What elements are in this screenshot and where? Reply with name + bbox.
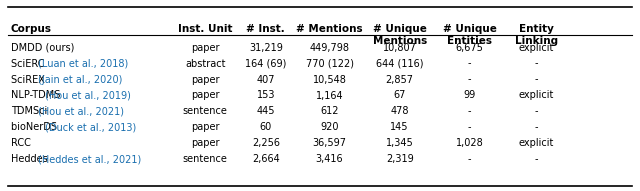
Text: 920: 920: [320, 122, 339, 133]
Text: # Inst.: # Inst.: [246, 24, 285, 34]
Text: -: -: [468, 74, 472, 84]
Text: 2,664: 2,664: [252, 155, 280, 164]
Text: Corpus: Corpus: [11, 24, 52, 34]
Text: 145: 145: [390, 122, 409, 133]
Text: paper: paper: [191, 122, 220, 133]
Text: Heddes: Heddes: [11, 155, 51, 164]
Text: 10,807: 10,807: [383, 43, 417, 53]
Text: 449,798: 449,798: [310, 43, 349, 53]
Text: (Hou et al., 2021): (Hou et al., 2021): [38, 107, 124, 117]
Text: 1,164: 1,164: [316, 91, 344, 100]
Text: 2,256: 2,256: [252, 138, 280, 148]
Text: TDMSci: TDMSci: [11, 107, 51, 117]
Text: 31,219: 31,219: [249, 43, 283, 53]
Text: 36,597: 36,597: [312, 138, 346, 148]
Text: 164 (69): 164 (69): [245, 58, 287, 69]
Text: 478: 478: [390, 107, 409, 117]
Text: paper: paper: [191, 91, 220, 100]
Text: -: -: [535, 58, 538, 69]
Text: (Duck et al., 2013): (Duck et al., 2013): [45, 122, 136, 133]
Text: # Unique
Mentions: # Unique Mentions: [372, 24, 427, 46]
Text: (Jain et al., 2020): (Jain et al., 2020): [38, 74, 122, 84]
Text: NLP-TDMS: NLP-TDMS: [11, 91, 63, 100]
Text: RCC: RCC: [11, 138, 31, 148]
Text: 2,857: 2,857: [386, 74, 413, 84]
Text: 10,548: 10,548: [312, 74, 346, 84]
Text: -: -: [468, 155, 472, 164]
Text: -: -: [468, 58, 472, 69]
Text: 644 (116): 644 (116): [376, 58, 424, 69]
Text: 153: 153: [257, 91, 275, 100]
Text: sentence: sentence: [183, 107, 228, 117]
Text: -: -: [468, 122, 472, 133]
Text: 99: 99: [463, 91, 476, 100]
Text: # Unique
Entities: # Unique Entities: [443, 24, 497, 46]
Text: sentence: sentence: [183, 155, 228, 164]
Text: (Heddes et al., 2021): (Heddes et al., 2021): [38, 155, 141, 164]
Text: Inst. Unit: Inst. Unit: [178, 24, 232, 34]
Text: DMDD (ours): DMDD (ours): [11, 43, 74, 53]
Text: 2,319: 2,319: [386, 155, 413, 164]
Text: paper: paper: [191, 74, 220, 84]
Text: (Luan et al., 2018): (Luan et al., 2018): [38, 58, 128, 69]
Text: 612: 612: [320, 107, 339, 117]
Text: # Mentions: # Mentions: [296, 24, 363, 34]
Text: -: -: [535, 74, 538, 84]
Text: (Hou et al., 2019): (Hou et al., 2019): [45, 91, 131, 100]
Text: SciERC: SciERC: [11, 58, 47, 69]
Text: -: -: [535, 107, 538, 117]
Text: 3,416: 3,416: [316, 155, 344, 164]
Text: 67: 67: [394, 91, 406, 100]
Text: abstract: abstract: [185, 58, 225, 69]
Text: 407: 407: [257, 74, 275, 84]
Text: 6,675: 6,675: [456, 43, 484, 53]
Text: 770 (122): 770 (122): [305, 58, 353, 69]
Text: -: -: [535, 122, 538, 133]
Text: 1,345: 1,345: [386, 138, 413, 148]
Text: 60: 60: [260, 122, 272, 133]
Text: paper: paper: [191, 138, 220, 148]
Text: Entity
Linking: Entity Linking: [515, 24, 558, 46]
Text: explicit: explicit: [519, 43, 554, 53]
Text: -: -: [468, 107, 472, 117]
Text: 445: 445: [257, 107, 275, 117]
Text: bioNerDS: bioNerDS: [11, 122, 60, 133]
Text: explicit: explicit: [519, 138, 554, 148]
Text: explicit: explicit: [519, 91, 554, 100]
Text: SciREX: SciREX: [11, 74, 48, 84]
Text: 1,028: 1,028: [456, 138, 484, 148]
Text: paper: paper: [191, 43, 220, 53]
Text: -: -: [535, 155, 538, 164]
